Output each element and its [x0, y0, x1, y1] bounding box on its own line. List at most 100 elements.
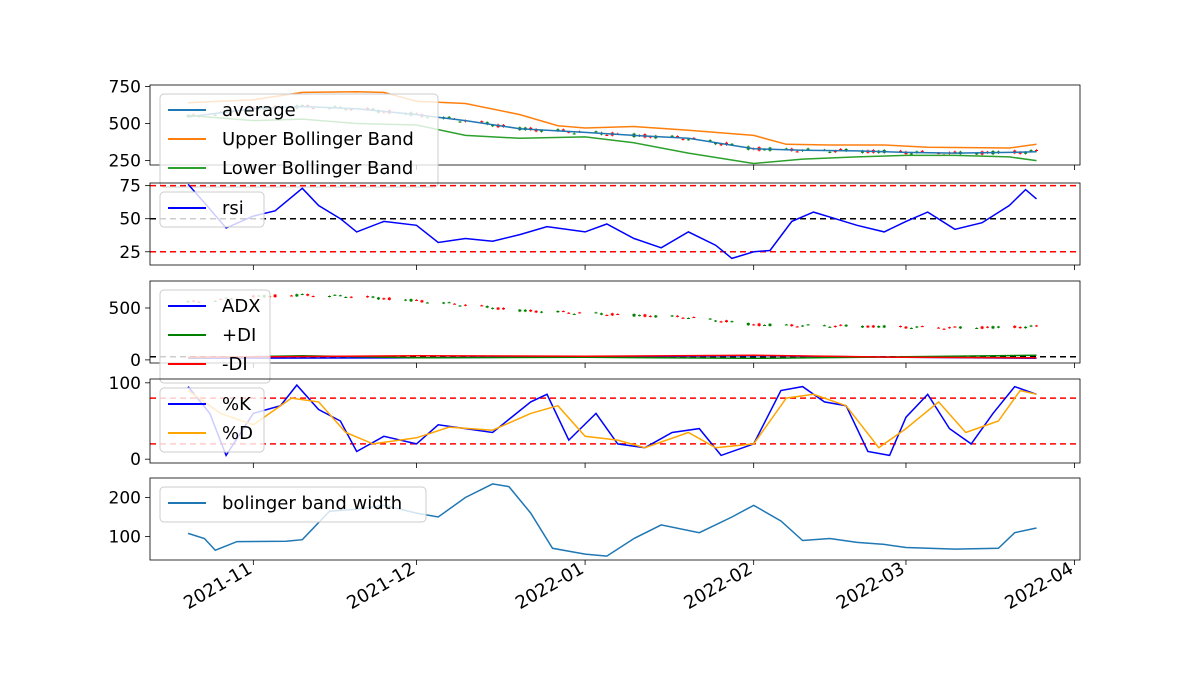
adx-candle-body — [909, 327, 913, 329]
adx-candle-body — [904, 326, 908, 329]
adx-candle-body — [376, 297, 380, 300]
adx-legend-box — [159, 289, 271, 384]
bandwidth-ytick-label: 200 — [109, 489, 141, 509]
adx-candle-body — [442, 302, 446, 304]
adx-candle-body — [529, 309, 533, 312]
adx-candle-body — [915, 326, 919, 328]
adx-candle-body — [714, 320, 718, 322]
adx-candle-body — [692, 317, 696, 319]
adx-candle-body — [311, 296, 315, 298]
stochastic-panel: 0 100 %K %D — [109, 374, 1081, 470]
rsi-ytick-label: 75 — [119, 177, 141, 197]
adx-candle-body — [463, 304, 467, 306]
bollinger-candle-body — [714, 142, 718, 145]
adx-candle-body — [768, 323, 772, 327]
adx-candle-body — [616, 313, 620, 315]
adx-candle-body — [724, 320, 728, 323]
bollinger-legend-label: Lower Bollinger Band — [222, 158, 413, 179]
bollinger-candle-body — [1024, 151, 1028, 154]
bollinger-ytick-label: 500 — [109, 115, 141, 135]
adx-candle-body — [991, 326, 995, 329]
adx-candle-body — [648, 315, 652, 317]
adx-candle-body — [882, 325, 886, 328]
bollinger-candle-body — [670, 135, 674, 137]
adx-candle-body — [1024, 326, 1028, 329]
adx-candle-body — [491, 307, 495, 309]
adx-candle-body — [632, 314, 636, 317]
adx-candle-body — [382, 298, 386, 300]
bollinger-candle-body — [561, 129, 565, 131]
adx-candle-body — [986, 326, 990, 328]
stochastic-series-1-line — [187, 389, 1037, 449]
bollinger-candle-body — [540, 130, 544, 132]
adx-panel: 0 500 ADX +DI -DI — [109, 280, 1081, 384]
adx-candle-body — [795, 326, 799, 328]
rsi-legend-label: rsi — [222, 198, 244, 219]
bollinger-axes-frame — [149, 84, 1081, 166]
bandwidth-panel: 100 200 bolinger band width — [109, 477, 1081, 565]
adx-candle-body — [338, 295, 342, 297]
adx-candle-body — [681, 317, 685, 319]
bandwidth-legend-label: bolinger band width — [222, 493, 402, 514]
bandwidth-series-0-line — [187, 483, 1037, 557]
rsi-panel: 25 50 75 rsi — [119, 177, 1081, 270]
adx-candle-body — [828, 326, 832, 328]
adx-candle-body — [643, 314, 647, 317]
adx-candle-body — [746, 322, 750, 326]
bollinger-candle-body — [572, 133, 576, 135]
stochastic-ytick-label: 100 — [109, 374, 141, 394]
bollinger-candle-body — [719, 144, 723, 146]
adx-candle-body — [719, 321, 723, 323]
bollinger-candle-body — [828, 151, 832, 153]
adx-candle-body — [453, 303, 457, 305]
bollinger-candle-body — [594, 131, 598, 133]
bandwidth-ytick-label: 100 — [109, 528, 141, 548]
adx-plot-area — [150, 293, 1080, 360]
adx-candle-body — [877, 326, 881, 328]
adx-candle-body — [578, 312, 582, 314]
adx-candle-body — [730, 321, 734, 323]
adx-candle-body — [502, 307, 506, 310]
bollinger-candle-body — [480, 121, 484, 123]
stochastic-ytick-label: 0 — [130, 450, 141, 470]
bollinger-panel: 250 500 750 average Upper Bollinger Band Lowe… — [109, 77, 1081, 188]
adx-candle-body — [871, 325, 875, 328]
adx-candle-body — [806, 324, 810, 326]
stochastic-plot-area — [150, 383, 1080, 458]
adx-candle-body — [610, 313, 614, 316]
adx-candle-body — [757, 323, 761, 326]
adx-candle-body — [289, 295, 293, 297]
bollinger-candle-body — [676, 136, 680, 138]
bollinger-candle-body — [975, 153, 979, 155]
bollinger-ytick-label: 750 — [109, 77, 141, 97]
adx-candle-body — [344, 296, 348, 298]
rsi-legend-box — [159, 191, 265, 228]
adx-candle-body — [790, 324, 794, 327]
adx-candle-body — [975, 327, 979, 329]
adx-candle-body — [458, 305, 462, 307]
adx-candle-body — [784, 324, 788, 326]
adx-candle-body — [295, 294, 299, 297]
adx-candle-body — [594, 312, 598, 314]
adx-candle-body — [953, 326, 957, 328]
adx-legend-label: ADX — [222, 296, 261, 317]
adx-candle-body — [942, 328, 946, 330]
adx-candle-body — [414, 299, 418, 301]
adx-candle-body — [1013, 325, 1017, 328]
bollinger-candle-body — [1018, 152, 1022, 154]
stochastic-legend-label: %K — [222, 394, 252, 415]
adx-series-2-line — [188, 354, 1037, 359]
stochastic-legend: %K %D — [159, 387, 265, 453]
bollinger-candle-body — [730, 143, 734, 146]
adx-legend-label: -DI — [222, 354, 248, 375]
rsi-ytick-label: 25 — [119, 243, 141, 263]
bollinger-candle-body — [567, 131, 571, 133]
stochastic-series-0-line — [187, 383, 1037, 458]
bollinger-legend-label: average — [222, 100, 296, 121]
adx-candle-body — [273, 294, 277, 298]
adx-candle-body — [763, 325, 767, 327]
bollinger-candle-body — [920, 150, 924, 152]
bollinger-candle-body — [909, 153, 913, 155]
adx-candle-body — [947, 327, 951, 329]
